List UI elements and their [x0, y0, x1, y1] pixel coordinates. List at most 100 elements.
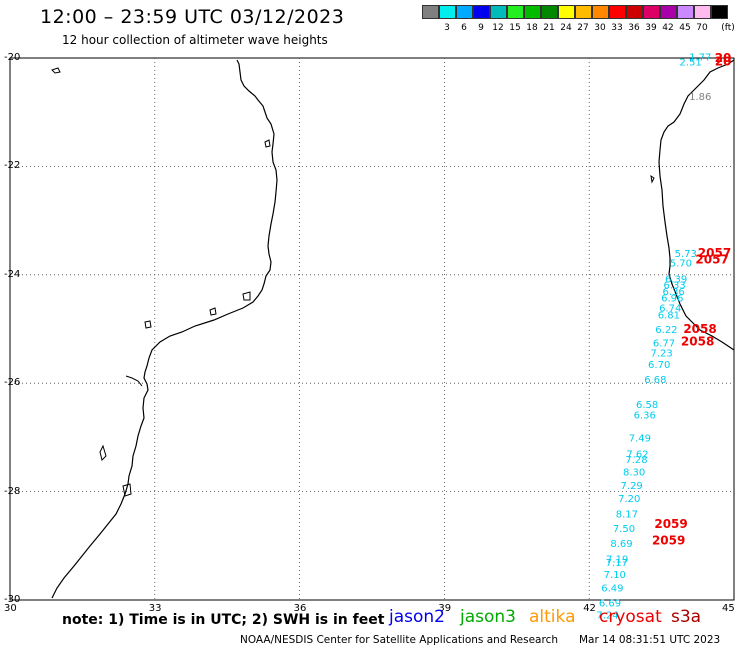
- legend-swatch: [575, 5, 592, 19]
- legend-swatch: [473, 5, 490, 19]
- legend-swatch: [694, 5, 711, 19]
- satellite-pass-time: 20: [715, 51, 732, 65]
- wave-height-label: 6.33: [663, 281, 685, 292]
- legend-value-label: 30: [594, 23, 606, 33]
- map-frame: [9, 57, 735, 601]
- credit-text: NOAA/NESDIS Center for Satellite Applica…: [240, 634, 558, 646]
- wave-height-label: 7.23: [650, 348, 672, 359]
- satellite-pass-time: 2059: [652, 533, 685, 547]
- islet-2: [99, 444, 107, 461]
- longitude-label: 45: [722, 603, 735, 614]
- legend-swatch: [677, 5, 694, 19]
- longitude-label: 33: [148, 603, 162, 614]
- legend-value-label: 9: [478, 23, 484, 33]
- legend-value-label: 21: [543, 23, 555, 33]
- legend-value-label: 70: [696, 23, 708, 33]
- wave-height-label: 1.77: [689, 52, 711, 63]
- madagascar-coastline: [658, 59, 735, 351]
- generated-timestamp: Mar 14 08:31:51 UTC 2023: [579, 634, 721, 646]
- wave-height-label: 7.17: [606, 558, 628, 569]
- islet-1: [51, 67, 61, 74]
- legend-value-label: 24: [560, 23, 572, 33]
- legend-swatch: [507, 5, 524, 19]
- legend-swatch: [626, 5, 643, 19]
- wave-height-label: 7.62: [626, 450, 648, 461]
- legend-value-label: 15: [509, 23, 521, 33]
- legend-swatch: [592, 5, 609, 19]
- wave-height-label: 7.50: [613, 524, 635, 535]
- wave-height-label: 6.96: [661, 294, 683, 305]
- map-title: 12:00 – 23:59 UTC 03/12/2023: [40, 6, 345, 28]
- legend-swatch: [660, 5, 677, 19]
- islet-6: [242, 291, 251, 301]
- satellite-pass-time: 20: [715, 54, 732, 68]
- longitude-label: 39: [438, 603, 452, 614]
- legend-value-label: 36: [628, 23, 640, 33]
- wave-height-observations: 1.772.511.865.735.706.396.336.366.966.74…: [596, 52, 711, 621]
- wave-height-label: 6.58: [636, 400, 658, 411]
- legend-swatch: [558, 5, 575, 19]
- legend-swatch: [524, 5, 541, 19]
- legend-value-label: 18: [526, 23, 538, 33]
- wave-height-label: 2.51: [679, 57, 701, 68]
- satellite-pass-time: 2059: [654, 517, 687, 531]
- legend-value-label: 33: [611, 23, 623, 33]
- legend-value-label: 27: [577, 23, 589, 33]
- islet-7: [650, 174, 655, 184]
- wave-height-label: 6.74: [659, 303, 681, 314]
- wave-height-label: 5.73: [675, 249, 697, 260]
- wave-height-label: 6.68: [644, 375, 666, 386]
- wave-height-label: 8.17: [616, 509, 638, 520]
- islet-8: [264, 139, 271, 148]
- wave-height-label: 7.28: [625, 455, 647, 466]
- africa-coastline: [51, 59, 278, 599]
- satellite-legend-cryosat: cryosat: [599, 607, 662, 627]
- legend-swatch: [490, 5, 507, 19]
- wave-height-label: 6.39: [665, 275, 687, 286]
- islet-4: [144, 320, 152, 329]
- satellite-pass-time: 2057: [695, 253, 728, 267]
- legend-value-label: 6: [461, 23, 467, 33]
- legend-value-label: 42: [662, 23, 674, 33]
- wave-height-label: 5.70: [670, 258, 692, 269]
- islet-3: [122, 483, 132, 497]
- satellite-pass-time: 2058: [681, 334, 714, 348]
- latitude-label: -26: [4, 377, 21, 389]
- wave-height-label: 6.70: [648, 360, 670, 371]
- footer-note: note: 1) Time is in UTC; 2) SWH is in fe…: [62, 612, 385, 628]
- legend-swatch: [456, 5, 473, 19]
- wave-height-label: 7.20: [618, 494, 640, 505]
- legend-swatch: [439, 5, 456, 19]
- wave-height-label: 6.22: [655, 325, 677, 336]
- wave-height-label: 6.69: [599, 599, 621, 610]
- legend-value-label: 3: [444, 23, 450, 33]
- legend-swatch: [541, 5, 558, 19]
- legend-value-label: 39: [645, 23, 657, 33]
- legend-swatch: [422, 5, 439, 19]
- legend-swatch: [643, 5, 660, 19]
- map-subtitle: 12 hour collection of altimeter wave hei…: [62, 33, 328, 47]
- satellite-legend-s3a: s3a: [671, 607, 702, 627]
- satellite-pass-time: 2058: [683, 322, 716, 336]
- latitude-label: -24: [4, 268, 21, 280]
- wave-height-label: 6.36: [634, 411, 656, 422]
- legend-unit: (ft): [721, 23, 735, 33]
- latitude-label: -20: [4, 52, 21, 63]
- latitude-label: -22: [4, 160, 21, 172]
- wave-height-label: 8.30: [623, 468, 645, 479]
- satellite-legend-altika: altika: [529, 607, 576, 627]
- wave-height-label: 7.29: [621, 481, 643, 492]
- wave-height-label: 7.10: [604, 570, 626, 581]
- maputo-bay-detail: [125, 375, 143, 387]
- satellite-legend-jason2: jason2: [389, 607, 445, 627]
- wave-height-label: 6.77: [653, 339, 675, 350]
- legend-swatch: [609, 5, 626, 19]
- latitude-label: -30: [4, 594, 21, 605]
- wave-height-label: 6.36: [663, 287, 685, 298]
- latitude-label: -28: [4, 485, 21, 497]
- islet-5: [209, 307, 217, 316]
- wave-height-label: 7.19: [606, 554, 628, 565]
- wave-height-label: 7.24: [596, 611, 618, 622]
